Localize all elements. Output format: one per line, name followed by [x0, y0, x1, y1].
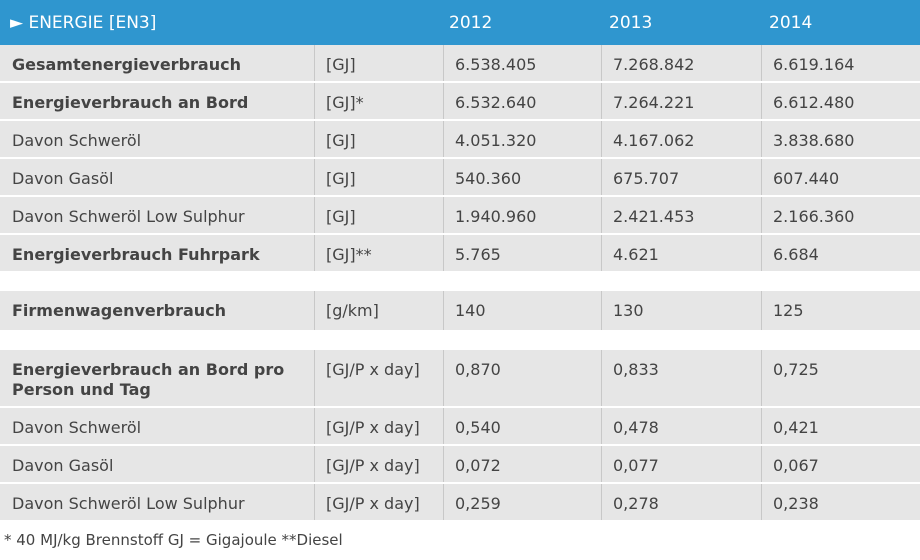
row-unit: [GJ]	[326, 55, 356, 74]
table-row: Firmenwagenverbrauch [g/km] 140 130 125	[0, 291, 920, 332]
row-unit: [GJ]*	[326, 93, 364, 112]
row-label: Davon Schweröl	[12, 418, 142, 437]
value-2013: 675.707	[613, 169, 680, 188]
value-2014: 6.619.164	[773, 55, 855, 74]
table-row: Davon Schweröl Low Sulphur [GJ/P x day] …	[0, 484, 920, 522]
value-2014: 607.440	[773, 169, 840, 188]
row-label: Davon Schweröl Low Sulphur	[12, 494, 245, 513]
value-2013: 0,077	[613, 456, 659, 475]
column-header-2012: 2012	[449, 13, 493, 33]
table-row: Energieverbrauch Fuhrpark [GJ]** 5.765 4…	[0, 235, 920, 273]
row-label: Davon Gasöl	[12, 456, 114, 475]
value-2012: 1.940.960	[455, 207, 537, 226]
section-spacer	[0, 332, 920, 350]
row-label: Gesamtenergieverbrauch	[12, 55, 241, 74]
value-2012: 4.051.320	[455, 131, 537, 150]
value-2014: 0,421	[773, 418, 819, 437]
value-2012: 0,540	[455, 418, 501, 437]
footnote: * 40 MJ/kg Brennstoff GJ = Gigajoule **D…	[4, 531, 343, 549]
table-row: Davon Schweröl [GJ] 4.051.320 4.167.062 …	[0, 121, 920, 159]
value-2012: 540.360	[455, 169, 522, 188]
row-unit: [GJ]**	[326, 245, 372, 264]
value-2013: 130	[613, 301, 644, 320]
row-label: Firmenwagenverbrauch	[12, 301, 227, 320]
column-header-2014: 2014	[769, 13, 813, 33]
row-unit: [g/km]	[326, 301, 379, 320]
value-2014: 0,238	[773, 494, 819, 513]
table-row: Davon Schweröl Low Sulphur [GJ] 1.940.96…	[0, 197, 920, 235]
value-2012: 0,870	[455, 360, 501, 379]
table-row: Gesamtenergieverbrauch [GJ] 6.538.405 7.…	[0, 45, 920, 83]
row-label: Davon Schweröl Low Sulphur	[12, 207, 245, 226]
value-2013: 7.268.842	[613, 55, 695, 74]
table-row: Davon Gasöl [GJ/P x day] 0,072 0,077 0,0…	[0, 446, 920, 484]
table-row: Davon Schweröl [GJ/P x day] 0,540 0,478 …	[0, 408, 920, 446]
row-unit: [GJ/P x day]	[326, 456, 420, 475]
value-2012: 5.765	[455, 245, 501, 264]
table-row: Energieverbrauch an Bord pro Person und …	[0, 350, 920, 408]
value-2012: 140	[455, 301, 486, 320]
value-2013: 4.167.062	[613, 131, 695, 150]
value-2013: 0,833	[613, 360, 659, 379]
row-label: Energieverbrauch an Bord	[12, 93, 249, 112]
value-2014: 2.166.360	[773, 207, 855, 226]
value-2014: 6.684	[773, 245, 819, 264]
row-unit: [GJ/P x day]	[326, 494, 420, 513]
value-2014: 125	[773, 301, 804, 320]
value-2014: 3.838.680	[773, 131, 855, 150]
value-2014: 0,725	[773, 360, 819, 379]
value-2014: 6.612.480	[773, 93, 855, 112]
value-2012: 0,259	[455, 494, 501, 513]
table-row: Energieverbrauch an Bord [GJ]* 6.532.640…	[0, 83, 920, 121]
table-title: ► ENERGIE [EN3]	[10, 13, 157, 33]
energy-table: ► ENERGIE [EN3] 2012 2013 2014 Gesamtene…	[0, 0, 920, 522]
value-2013: 4.621	[613, 245, 659, 264]
value-2012: 6.538.405	[455, 55, 537, 74]
value-2013: 2.421.453	[613, 207, 695, 226]
value-2014: 0,067	[773, 456, 819, 475]
table-header: ► ENERGIE [EN3] 2012 2013 2014	[0, 0, 920, 45]
value-2012: 0,072	[455, 456, 501, 475]
value-2012: 6.532.640	[455, 93, 537, 112]
column-header-2013: 2013	[609, 13, 653, 33]
section-spacer	[0, 273, 920, 291]
value-2013: 7.264.221	[613, 93, 695, 112]
row-unit: [GJ/P x day]	[326, 360, 420, 379]
row-label: Davon Schweröl	[12, 131, 142, 150]
value-2013: 0,478	[613, 418, 659, 437]
row-unit: [GJ]	[326, 131, 356, 150]
row-label: Energieverbrauch Fuhrpark	[12, 245, 260, 264]
table-row: Davon Gasöl [GJ] 540.360 675.707 607.440	[0, 159, 920, 197]
row-unit: [GJ]	[326, 207, 356, 226]
row-label: Energieverbrauch an Bord pro Person und …	[12, 360, 285, 399]
value-2013: 0,278	[613, 494, 659, 513]
row-label: Davon Gasöl	[12, 169, 114, 188]
row-unit: [GJ/P x day]	[326, 418, 420, 437]
row-unit: [GJ]	[326, 169, 356, 188]
